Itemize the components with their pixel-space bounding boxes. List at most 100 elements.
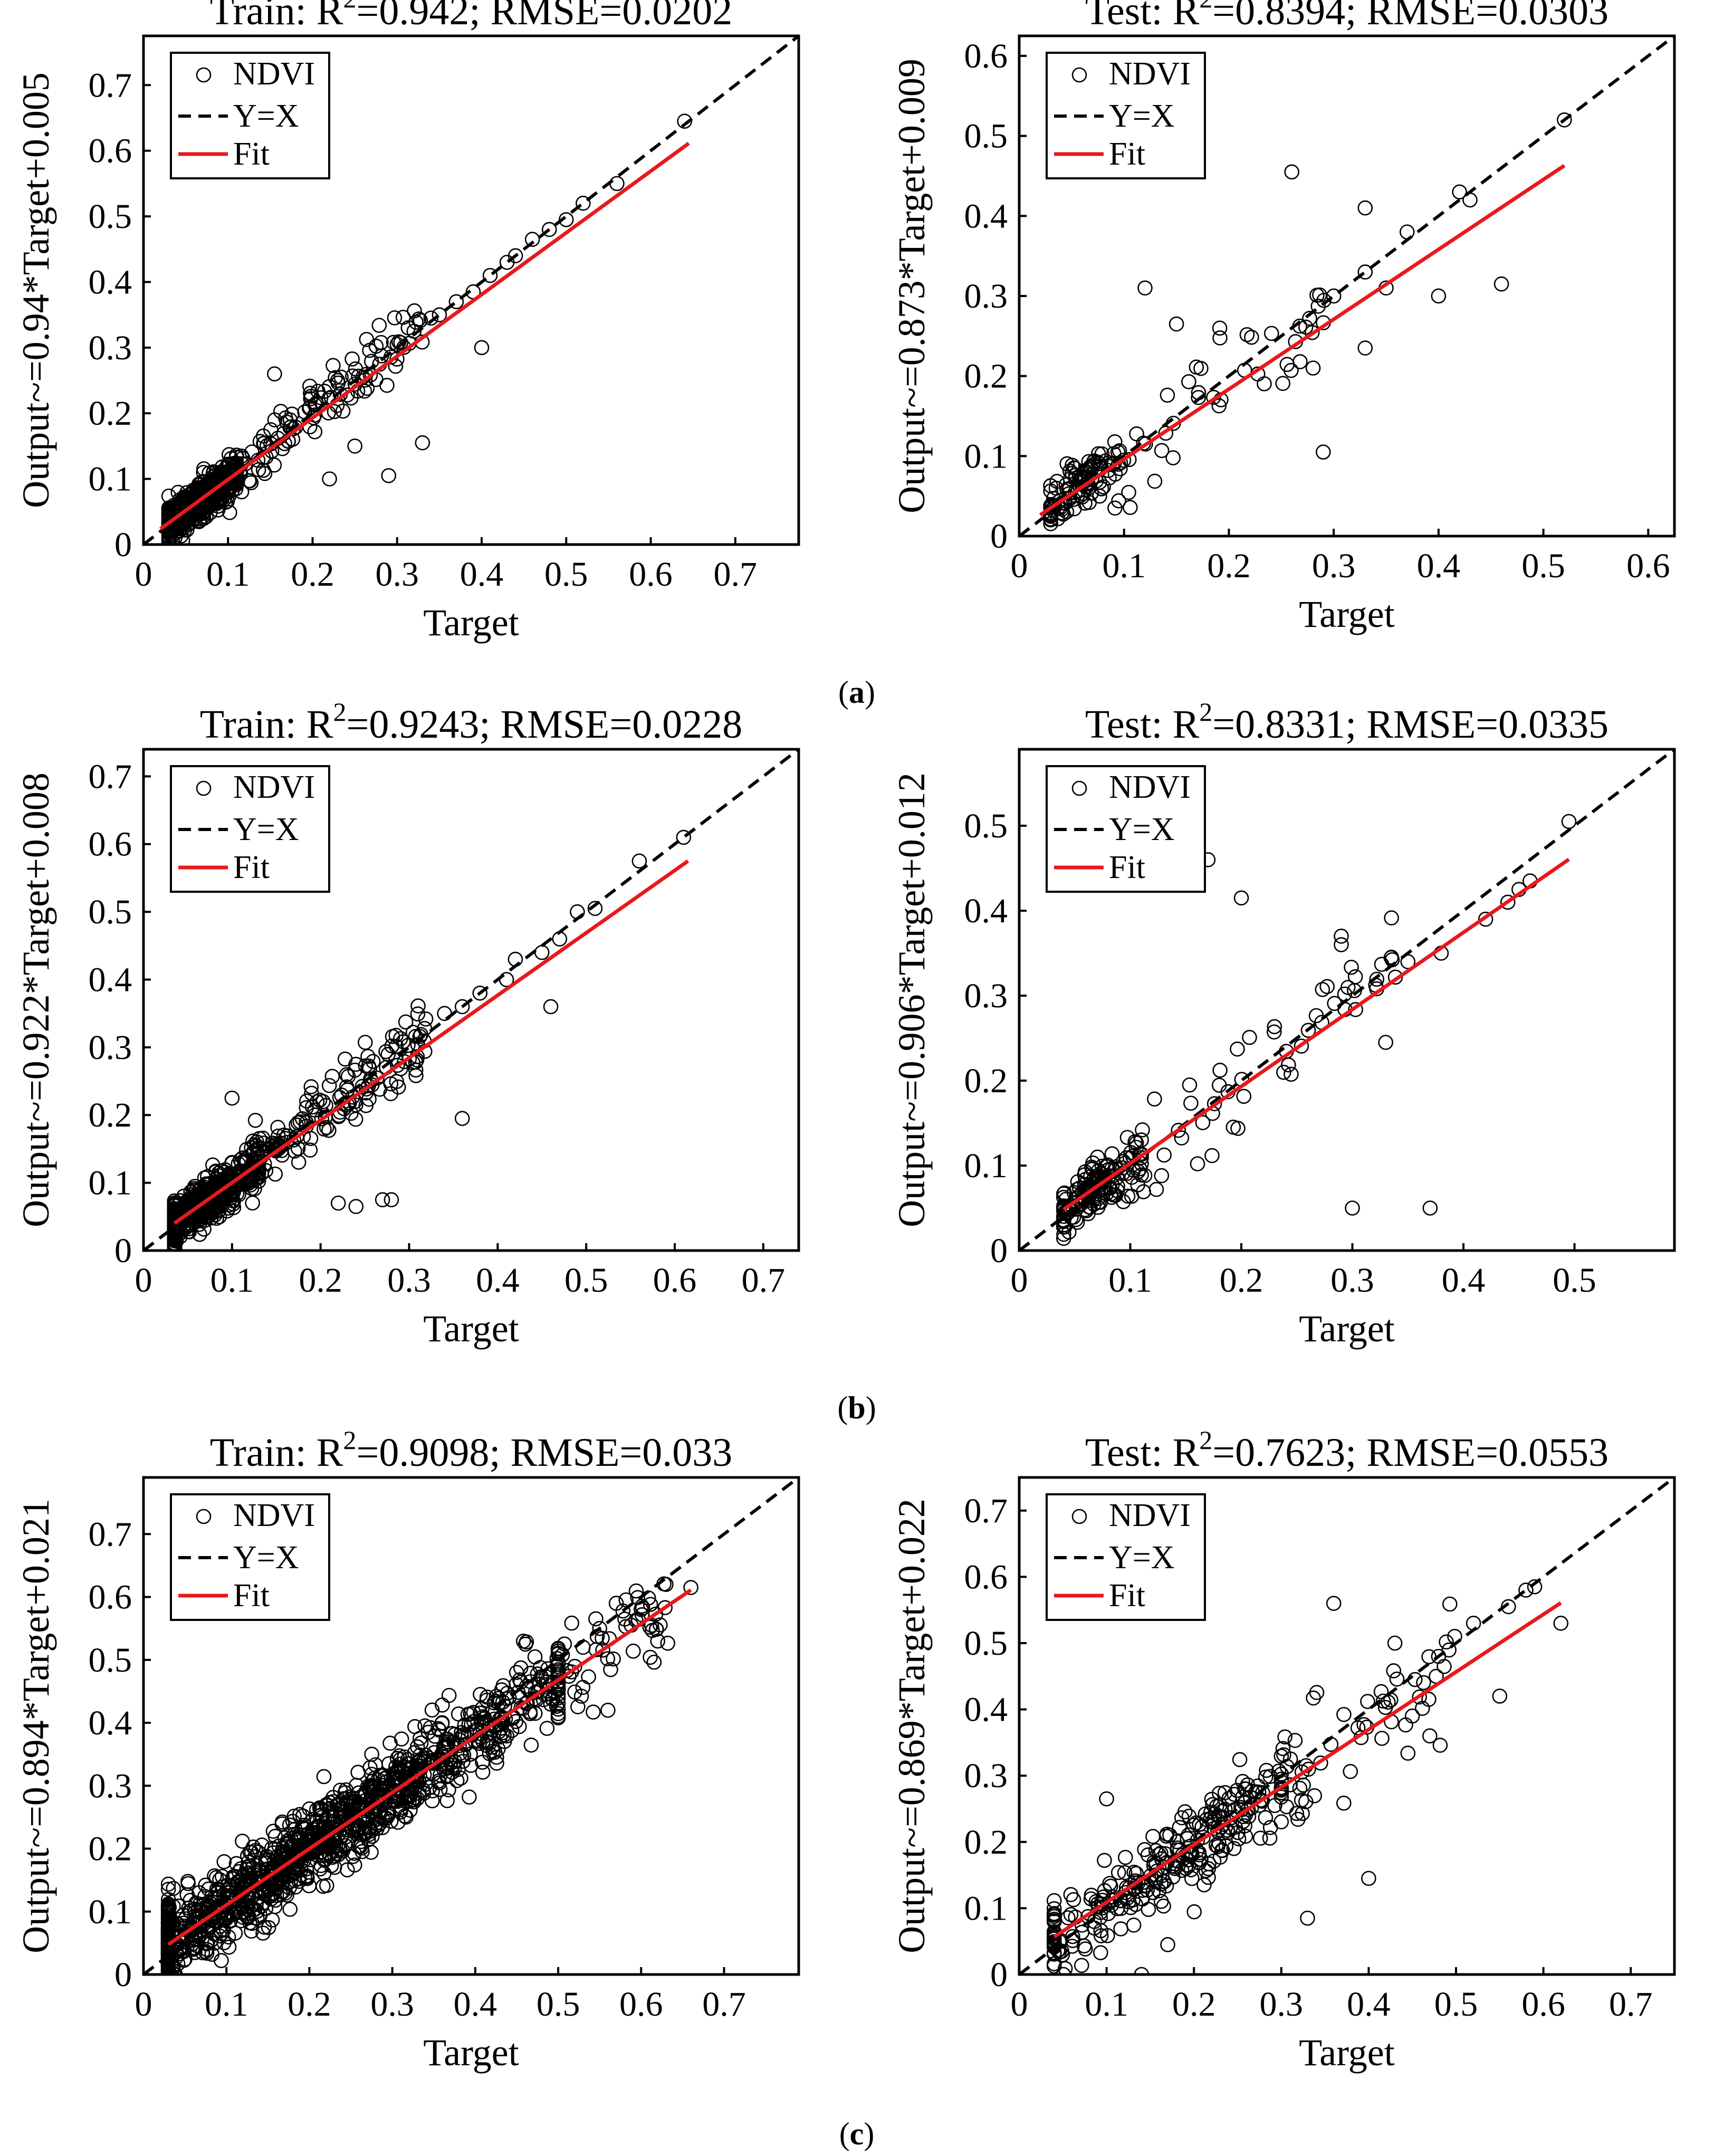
data-point	[362, 1760, 378, 1776]
data-point	[1191, 385, 1206, 400]
data-point	[1302, 311, 1317, 326]
data-point	[235, 451, 251, 466]
chart-title-r2: R	[1173, 1430, 1200, 1475]
data-point	[1252, 1830, 1268, 1846]
x-tick-label: 0.3	[376, 555, 419, 594]
chart-title-r2: R	[307, 702, 333, 747]
chart-title-metrics: =0.8394; RMSE=0.0303	[1212, 0, 1608, 33]
data-point	[316, 1769, 332, 1785]
data-point	[1083, 1891, 1099, 1907]
data-point	[1189, 359, 1204, 375]
data-point	[240, 1848, 255, 1864]
data-point	[480, 1734, 495, 1749]
data-point	[249, 1155, 265, 1170]
chart-2: 0 0.1 0.2 0.3 0.4 0.5 0.6 0 0.1 0.2 0.3 0.4 0.5 0.6 ND…	[890, 0, 1676, 635]
chart-4: 0 0.1 0.2 0.3 0.4 0.5 0 0.1 0.2 0.3 0.4 0.5 NDVI Y=XF…	[890, 697, 1676, 1350]
data-point	[279, 1887, 294, 1903]
data-point	[226, 1194, 241, 1209]
y-tick-label: 0.5	[964, 1624, 1008, 1663]
x-tick-label: 0.1	[205, 1985, 248, 2024]
fit-line	[1053, 1601, 1562, 1939]
data-point	[180, 1874, 196, 1889]
data-point	[270, 1120, 285, 1135]
data-point	[550, 1710, 566, 1725]
data-point	[1182, 1077, 1198, 1093]
data-point	[1137, 1168, 1153, 1184]
data-point	[406, 323, 422, 339]
svg-text:(c): (c)	[839, 2116, 875, 2151]
x-tick-label: 0.6	[629, 555, 673, 594]
x-tick-label: 0.5	[1553, 1261, 1596, 1300]
data-point	[1080, 1206, 1096, 1222]
data-point	[199, 1942, 215, 1957]
chart-data-area	[1019, 1477, 1674, 1974]
data-point	[435, 1697, 450, 1713]
data-point	[1106, 446, 1122, 462]
data-point	[1421, 1649, 1437, 1665]
data-point	[316, 1865, 332, 1881]
data-point	[1422, 1200, 1438, 1216]
data-point	[519, 1634, 534, 1650]
data-point	[1275, 376, 1290, 391]
data-point	[1501, 1599, 1516, 1615]
data-point	[1212, 330, 1228, 346]
data-point	[204, 1947, 220, 1962]
data-point	[1431, 1648, 1447, 1664]
y-tick-label: 0.5	[89, 893, 132, 931]
data-point	[166, 1881, 181, 1896]
data-point	[337, 1805, 352, 1820]
data-point	[1099, 1791, 1114, 1807]
data-point	[1284, 1066, 1299, 1082]
data-point	[1077, 463, 1093, 479]
legend-entry: NDVI	[233, 769, 315, 805]
data-point	[1357, 340, 1373, 356]
data-point	[1305, 360, 1321, 376]
data-point	[1105, 1187, 1121, 1203]
data-point	[258, 1855, 274, 1871]
panel-label-a-letter: a	[849, 675, 865, 710]
x-tick-label: 0.2	[288, 1985, 331, 2024]
y-tick-label: 0.4	[89, 960, 132, 999]
chart-title-label: Train:	[200, 702, 307, 747]
data-point	[650, 1633, 666, 1649]
fit-line	[1062, 857, 1571, 1211]
data-point	[509, 1676, 524, 1692]
panel-label-b-open: (	[837, 1390, 848, 1425]
data-point	[167, 1232, 183, 1247]
chart-data-area	[143, 36, 799, 545]
data-point	[1315, 981, 1330, 997]
data-point	[1191, 1845, 1207, 1861]
data-point	[244, 1845, 260, 1860]
data-point	[1047, 499, 1062, 514]
data-point	[1206, 1096, 1222, 1111]
data-point	[267, 412, 283, 428]
data-point	[1292, 354, 1308, 369]
data-point	[494, 1682, 510, 1697]
data-point	[496, 1727, 512, 1743]
data-point	[1195, 1829, 1211, 1845]
data-point	[1172, 1819, 1188, 1835]
data-point	[207, 1868, 222, 1884]
data-point	[350, 1796, 366, 1811]
data-point	[1344, 959, 1359, 975]
data-point	[225, 1869, 241, 1885]
data-point	[1389, 1671, 1405, 1687]
data-point	[508, 1714, 524, 1729]
data-point	[1400, 1745, 1416, 1761]
data-point	[1196, 1877, 1212, 1893]
data-point	[334, 1801, 350, 1817]
data-point	[1527, 1579, 1543, 1595]
x-tick-label: 0.2	[1172, 1985, 1216, 2024]
x-tick-label: 0.7	[742, 1261, 786, 1300]
x-tick-label: 0	[1011, 1261, 1028, 1300]
y-tick-label: 0.7	[89, 757, 132, 796]
data-point	[357, 1035, 373, 1050]
data-point	[1148, 1843, 1164, 1858]
x-tick-label: 0.5	[1521, 547, 1565, 585]
data-point	[1217, 1785, 1233, 1800]
data-point	[353, 1834, 369, 1849]
data-point	[247, 1112, 263, 1128]
x-tick-label: 0.1	[1108, 1261, 1152, 1300]
